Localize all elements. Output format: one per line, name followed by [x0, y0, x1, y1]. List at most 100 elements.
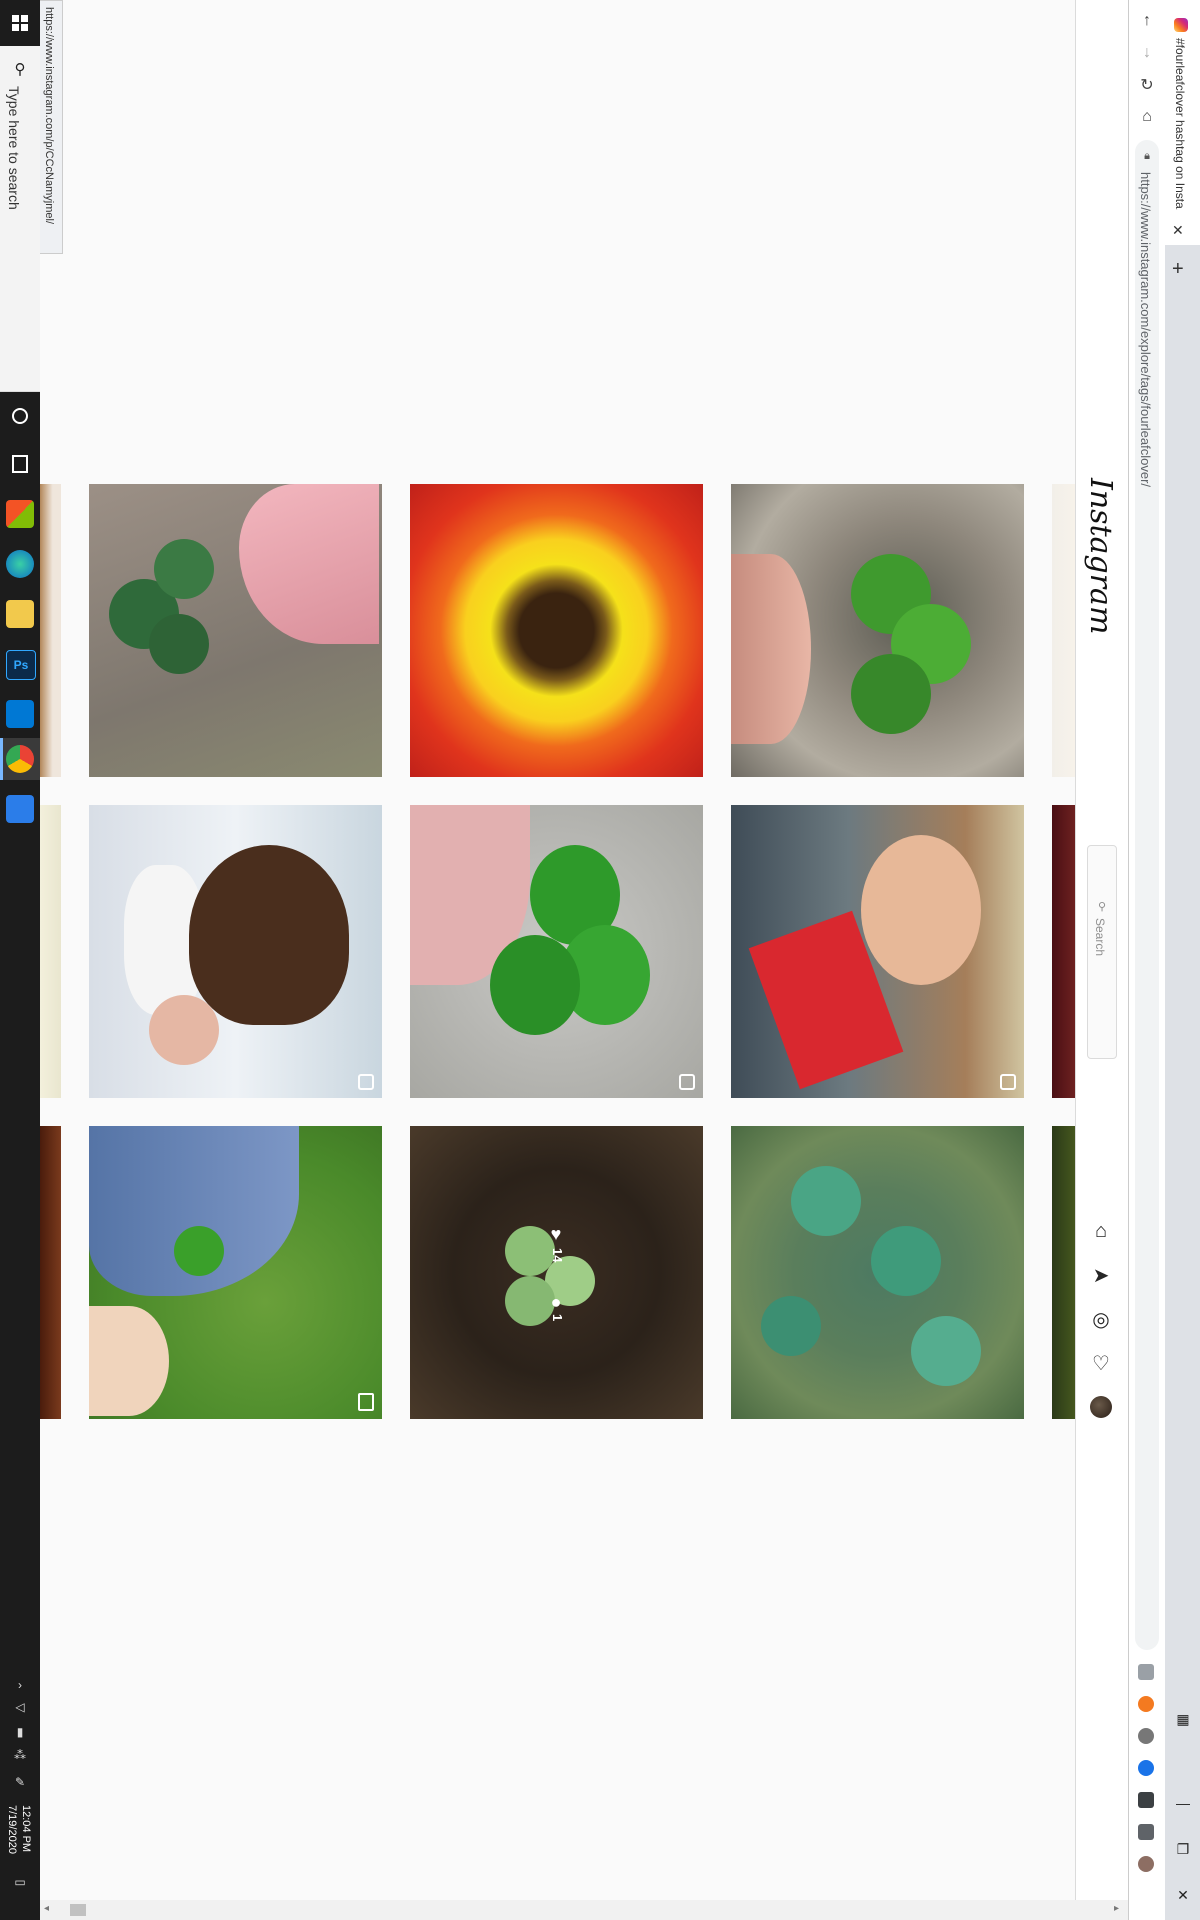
partial-post-left-row2[interactable] — [40, 805, 61, 1098]
post-tile[interactable] — [731, 484, 1024, 777]
partial-post-left-row3[interactable] — [40, 1126, 61, 1419]
clock-date: 7/19/2020 — [6, 1805, 18, 1854]
post-tile[interactable] — [89, 1126, 382, 1419]
scroll-left-icon[interactable]: ◂ — [44, 1903, 50, 1914]
partial-post-right-row2[interactable] — [1052, 805, 1075, 1098]
video-icon — [358, 1393, 374, 1411]
lock-icon[interactable]: 🔒︎ — [1144, 150, 1150, 162]
extension-icon[interactable] — [1138, 1760, 1154, 1776]
horizontal-scrollbar[interactable] — [40, 1900, 1128, 1920]
search-input[interactable] — [1087, 845, 1117, 1059]
chrome-icon[interactable] — [6, 745, 34, 773]
vscode-icon[interactable] — [6, 700, 34, 728]
edge-icon[interactable] — [6, 550, 34, 578]
close-tab-icon[interactable]: ✕ — [1172, 222, 1184, 238]
partial-post-right-row3[interactable] — [1052, 1126, 1075, 1419]
new-tab-icon[interactable]: + — [1172, 258, 1184, 280]
file-explorer-icon[interactable] — [6, 600, 34, 628]
status-url-tooltip: https://www.instagram.com/p/CCcNamyjmel/ — [40, 0, 63, 254]
clover-leaf — [761, 1296, 821, 1356]
close-window-icon[interactable]: ✕ — [1177, 1886, 1189, 1903]
clover-leaf — [911, 1316, 981, 1386]
hand-shape — [149, 995, 219, 1065]
scroll-right-icon[interactable]: ▸ — [1114, 1903, 1120, 1914]
search-placeholder: Search — [1093, 918, 1107, 957]
direct-message-icon[interactable]: ➤ — [1092, 1264, 1110, 1287]
clover-leaf — [149, 614, 209, 674]
clover-leaf — [505, 1276, 555, 1326]
pen-icon[interactable]: ✎ — [14, 1775, 26, 1789]
notification-icon[interactable]: ▭ — [14, 1875, 26, 1889]
battery-icon[interactable]: ▮ — [16, 1725, 24, 1739]
profile-avatar[interactable] — [1090, 1396, 1112, 1418]
search-icon: ⚲ — [14, 61, 26, 78]
volume-icon[interactable]: ◁ — [15, 1700, 25, 1714]
scrollbar-thumb[interactable] — [70, 1904, 86, 1916]
back-icon[interactable]: ↑ — [1143, 12, 1151, 29]
heart-icon: ♥ — [550, 1223, 562, 1244]
clover-leaf — [174, 1226, 224, 1276]
post-tile[interactable]: ♥ 14 ● 1 — [410, 1126, 703, 1419]
instagram-favicon-icon — [1174, 18, 1188, 32]
home-button-icon[interactable]: ⌂ — [1142, 108, 1152, 125]
multi-photo-icon — [358, 1074, 374, 1090]
extension-icon[interactable] — [1138, 1728, 1154, 1744]
restore-icon[interactable]: ❐ — [1176, 1840, 1190, 1857]
tab-title: #fourleafclover hashtag on Insta... — [1173, 38, 1187, 210]
post-tile[interactable] — [89, 484, 382, 777]
hair-shape — [189, 845, 349, 1025]
partial-post-right-row1[interactable] — [1052, 484, 1075, 777]
hand-shape — [239, 484, 379, 644]
taskbar-search-placeholder: Type here to search — [6, 86, 22, 210]
clover-leaf — [791, 1166, 861, 1236]
post-tile[interactable] — [410, 484, 703, 777]
settings-app-icon[interactable] — [6, 795, 34, 823]
puzzle-icon[interactable] — [1138, 1824, 1154, 1840]
status-url-text: https://www.instagram.com/p/CCcNamyjmel/ — [43, 7, 55, 224]
taskbar-search-box[interactable] — [0, 46, 40, 392]
cortana-icon[interactable] — [6, 402, 34, 430]
network-icon[interactable]: ⁂ — [14, 1748, 26, 1762]
browser-tab[interactable] — [1164, 0, 1200, 245]
multi-photo-icon — [679, 1074, 695, 1090]
reload-icon[interactable]: ↻ — [1140, 77, 1154, 94]
tab-search-icon[interactable]: ▦ — [1176, 1710, 1190, 1727]
face-shape — [861, 835, 981, 985]
partial-post-left-row1[interactable] — [40, 484, 61, 777]
post-tile[interactable] — [731, 1126, 1024, 1419]
address-bar[interactable] — [1135, 140, 1159, 1650]
clover-leaf — [490, 935, 580, 1035]
hand-shape — [89, 1306, 169, 1416]
activity-heart-icon[interactable]: ♡ — [1092, 1352, 1110, 1375]
minimize-icon[interactable]: — — [1176, 1795, 1190, 1811]
clover-leaf — [505, 1226, 555, 1276]
photoshop-icon[interactable]: Ps — [6, 650, 36, 680]
forward-icon[interactable]: ↓ — [1143, 44, 1151, 61]
post-tile[interactable] — [410, 805, 703, 1098]
profile-icon[interactable] — [1138, 1856, 1154, 1872]
microsoft-store-icon[interactable] — [6, 500, 34, 528]
post-tile[interactable] — [89, 805, 382, 1098]
task-view-icon[interactable] — [6, 450, 34, 478]
clover-leaf — [154, 539, 214, 599]
chevron-up-icon[interactable]: › — [18, 1678, 22, 1692]
clock-time: 12:04 PM — [20, 1805, 32, 1853]
clover-leaf — [851, 654, 931, 734]
extension-icon[interactable] — [1138, 1696, 1154, 1712]
search-icon: ⚲ — [1097, 901, 1107, 913]
home-icon[interactable]: ⌂ — [1094, 1219, 1108, 1242]
finger-shape — [731, 554, 811, 744]
post-likes-count: 14 — [550, 1248, 565, 1263]
comment-icon: ● — [550, 1291, 562, 1312]
extension-icon[interactable] — [1138, 1664, 1154, 1680]
extension-icon[interactable] — [1138, 1792, 1154, 1808]
address-bar-url: https://www.instagram.com/explore/tags/f… — [1138, 172, 1153, 488]
post-tile[interactable] — [731, 805, 1024, 1098]
explore-icon[interactable]: ◎ — [1092, 1308, 1110, 1331]
instagram-logo[interactable]: Instagram — [1083, 478, 1118, 635]
taskbar-clock[interactable]: 12:04 PM 7/19/2020 — [5, 1805, 33, 1854]
start-icon[interactable] — [0, 0, 40, 46]
multi-photo-icon — [1000, 1074, 1016, 1090]
clover-leaf — [871, 1226, 941, 1296]
post-comments-count: 1 — [550, 1314, 565, 1322]
